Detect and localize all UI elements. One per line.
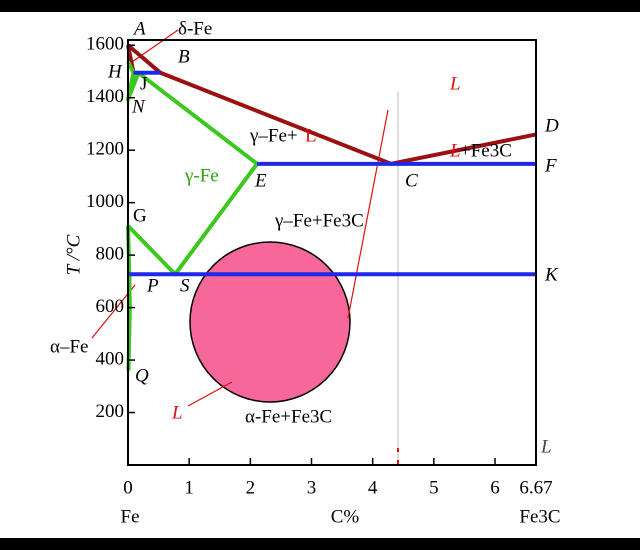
- annotation: L: [171, 402, 183, 423]
- annotation: P: [146, 275, 159, 296]
- annotation: L: [305, 125, 317, 146]
- x-left-label: Fe: [121, 506, 140, 527]
- y-tick-label: 1200: [86, 139, 124, 160]
- x-tick-label: 3: [307, 477, 317, 498]
- x-tick-label: 5: [429, 477, 439, 498]
- annotation: C: [405, 170, 418, 191]
- x-tick-label: 1: [184, 477, 194, 498]
- x-axis-label: C%: [331, 506, 360, 527]
- annotation: L: [449, 73, 461, 94]
- leader-line: [187, 381, 233, 407]
- x-tick-label: 2: [246, 477, 256, 498]
- highlight-circle: [189, 241, 351, 403]
- annotation: γ–Fe+: [249, 125, 298, 146]
- annotation: γ–Fe+Fe3C: [274, 210, 364, 231]
- annotation: E: [254, 170, 267, 191]
- x-tick-label: 4: [368, 477, 378, 498]
- annotation: α–Fe: [50, 336, 88, 357]
- annotation: α-Fe+Fe3C: [245, 406, 332, 427]
- annotation: F: [544, 155, 557, 176]
- leader-line: [347, 109, 389, 319]
- annotation: G: [133, 205, 147, 226]
- y-tick-label: 1600: [86, 34, 124, 55]
- curve: [126, 43, 537, 166]
- annotation: S: [180, 275, 190, 296]
- x-tick-label: 0: [123, 477, 133, 498]
- plot-frame: [127, 39, 537, 466]
- annotation: N: [131, 96, 146, 117]
- y-tick-label: 800: [96, 243, 125, 264]
- annotation: A: [132, 18, 146, 39]
- annotation: L: [540, 436, 552, 457]
- x-tick-label: 6: [490, 477, 500, 498]
- annotation: δ-Fe: [178, 18, 212, 39]
- y-tick-label: 200: [96, 401, 125, 422]
- annotation: B: [178, 46, 190, 67]
- y-tick-label: 600: [96, 296, 125, 317]
- y-tick-label: 1000: [86, 191, 124, 212]
- x-right-label: Fe3C: [519, 506, 560, 527]
- y-axis-label: T /°C: [63, 234, 84, 275]
- y-tick-label: 1400: [86, 86, 124, 107]
- annotation: K: [544, 264, 559, 285]
- x-tick-label: 6.67: [519, 477, 552, 498]
- annotation: J: [140, 73, 147, 94]
- annotation: L: [449, 140, 461, 161]
- annotation: γ-Fe: [184, 165, 219, 186]
- annotation: H: [107, 61, 123, 82]
- annotation: +Fe3C: [460, 140, 512, 161]
- annotation: Q: [135, 365, 149, 386]
- annotation: D: [544, 115, 559, 136]
- y-tick-label: 400: [96, 348, 125, 369]
